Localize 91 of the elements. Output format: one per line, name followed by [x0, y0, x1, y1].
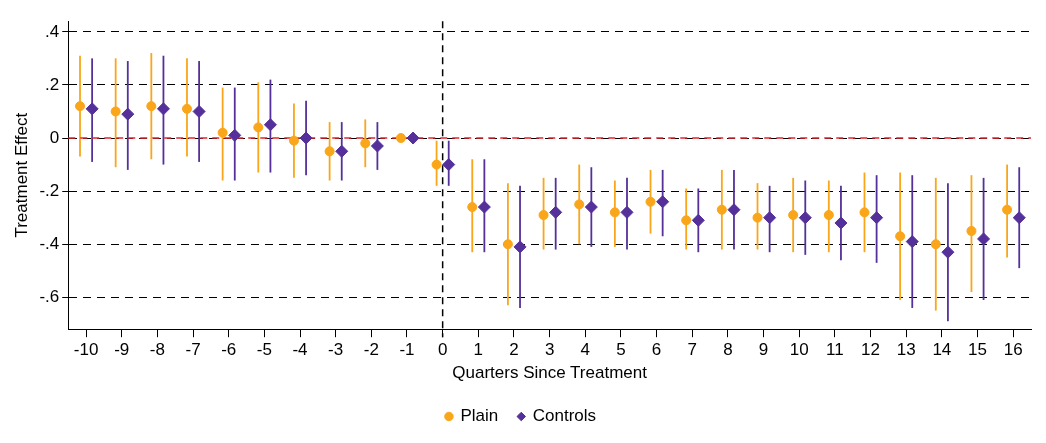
x-tick-label: 15 [968, 340, 987, 360]
point [727, 203, 741, 217]
point [645, 196, 656, 207]
point [110, 106, 121, 117]
y-tick-label: 0 [49, 127, 60, 147]
x-tick-label: 9 [758, 340, 769, 360]
legend-label: Plain [460, 406, 499, 426]
y-tick-label: -.4 [39, 233, 60, 253]
point [584, 200, 598, 214]
x-tick-label: 5 [616, 340, 626, 360]
y-tick-label: -.6 [39, 287, 60, 307]
point [574, 199, 585, 210]
x-axis-title: Quarters Since Treatment [452, 363, 648, 383]
x-tick-label: 4 [580, 340, 591, 360]
point [834, 216, 848, 230]
point [467, 202, 478, 213]
point [716, 204, 727, 215]
x-tick-label: 2 [509, 340, 519, 360]
point [360, 138, 371, 149]
legend-label: Controls [532, 406, 597, 426]
x-tick-label: -1 [399, 340, 415, 360]
point [823, 210, 834, 221]
point [1002, 204, 1013, 215]
x-tick-label: 0 [437, 340, 448, 360]
point [121, 107, 135, 121]
point [620, 205, 634, 219]
point [228, 128, 242, 142]
x-tick-label: -7 [185, 340, 201, 360]
x-tick-label: -2 [363, 340, 379, 360]
point [798, 211, 812, 225]
point [513, 240, 527, 254]
point [85, 102, 99, 116]
x-tick-label: 16 [1003, 340, 1023, 360]
x-tick-label: -9 [114, 340, 130, 360]
point [895, 231, 906, 242]
point [406, 131, 420, 145]
x-tick-label: 14 [932, 340, 952, 360]
point [977, 232, 991, 246]
point [609, 207, 620, 218]
x-tick-label: -5 [256, 340, 272, 360]
point [75, 101, 86, 112]
point [299, 131, 313, 145]
x-tick-label: -8 [149, 340, 165, 360]
point [538, 210, 549, 221]
point [941, 245, 955, 259]
point [752, 212, 763, 223]
point [324, 146, 335, 157]
point [905, 235, 919, 249]
x-tick-label: 1 [473, 340, 484, 360]
y-axis-title: Treatment Effect [11, 112, 31, 238]
y-tick-label: .2 [45, 74, 60, 94]
point [181, 103, 192, 114]
point [288, 135, 299, 146]
point [335, 144, 349, 158]
point [370, 139, 384, 153]
point [502, 239, 513, 250]
point [395, 133, 406, 144]
point [1012, 211, 1026, 225]
point [156, 102, 170, 116]
x-tick-label: 3 [544, 340, 555, 360]
y-tick-label: .4 [45, 21, 60, 41]
point [691, 213, 705, 227]
point [966, 225, 977, 236]
point [263, 118, 277, 132]
x-tick-label: -10 [73, 340, 99, 360]
point [549, 205, 563, 219]
point [431, 159, 442, 170]
x-tick-label: 6 [651, 340, 662, 360]
x-tick-label: 8 [723, 340, 733, 360]
point [681, 215, 692, 226]
x-tick-label: 12 [861, 340, 880, 360]
x-tick-label: -4 [292, 340, 308, 360]
point [859, 207, 870, 218]
point [477, 200, 491, 214]
x-tick-label: -6 [221, 340, 237, 360]
point [788, 210, 799, 221]
point [930, 239, 941, 250]
point [870, 211, 884, 225]
point [146, 101, 157, 112]
point [442, 158, 456, 172]
x-tick-label: 13 [896, 340, 916, 360]
x-tick-label: -3 [328, 340, 344, 360]
point [192, 104, 206, 118]
point [253, 122, 264, 133]
point [217, 127, 228, 138]
point [763, 211, 777, 225]
x-tick-label: 7 [687, 340, 697, 360]
point [656, 195, 670, 209]
y-tick-label: -.2 [39, 180, 60, 200]
x-tick-label: 10 [789, 340, 809, 360]
x-tick-label: 11 [826, 340, 844, 360]
